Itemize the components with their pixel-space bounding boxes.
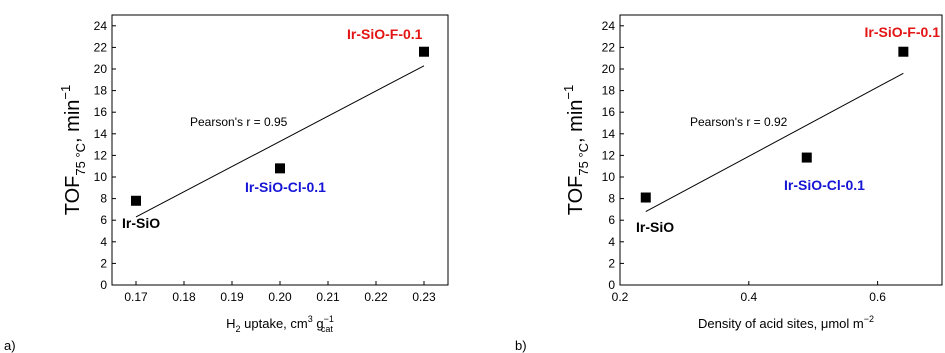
x-axis-ticks-a: 0.17 0.18 0.19 0.20 0.21 0.22 0.23 bbox=[124, 281, 436, 304]
data-point-ir-sio bbox=[131, 195, 141, 206]
y-tick-label: 0 bbox=[100, 278, 107, 292]
y-axis-title-a: TOF75 °C, min−1 bbox=[58, 85, 88, 215]
x-title-pre-a: H bbox=[226, 316, 235, 331]
y-tick-label: 14 bbox=[602, 127, 616, 141]
y-tick-label: 24 bbox=[602, 19, 616, 33]
data-point-ir-sio bbox=[640, 192, 651, 203]
x-title-sup-b: −2 bbox=[864, 314, 874, 324]
y-tick-label: 16 bbox=[602, 105, 616, 119]
x-tick-label: 0.6 bbox=[869, 290, 886, 304]
y-tick-label: 2 bbox=[100, 256, 107, 270]
x-title-sub2-a: cat bbox=[321, 324, 334, 334]
plot-frame-b bbox=[619, 14, 943, 286]
x-axis-title-b: Density of acid sites, μmol m−2 bbox=[698, 314, 874, 331]
x-axis-title-a: H2 uptake, cm3 g−1 cat bbox=[226, 314, 334, 334]
y-tick-label: 18 bbox=[602, 84, 616, 98]
y-title-sup-b: −1 bbox=[561, 85, 576, 100]
y-title-main-a: TOF bbox=[62, 176, 84, 216]
x-title-mid2-a: g bbox=[313, 316, 324, 331]
x-tick-label: 0.19 bbox=[220, 290, 244, 304]
panel-label-a: a) bbox=[4, 338, 16, 353]
x-tick-label: 0.18 bbox=[172, 290, 196, 304]
x-tick-label: 0.4 bbox=[740, 290, 757, 304]
x-tick-label: 0.23 bbox=[412, 290, 436, 304]
x-title-mid-a: uptake, cm bbox=[241, 316, 308, 331]
y-tick-label: 22 bbox=[94, 40, 108, 54]
fit-line-b bbox=[645, 72, 904, 213]
y-tick-label: 0 bbox=[608, 278, 615, 292]
data-point-ir-sio-f-0.1 bbox=[419, 46, 429, 57]
fit-line-a bbox=[135, 65, 425, 218]
y-axis-title-b: TOF75 °C, min−1 bbox=[561, 85, 591, 215]
panel-label-b: b) bbox=[515, 338, 527, 353]
x-tick-label: 0.21 bbox=[316, 290, 340, 304]
y-tick-label: 8 bbox=[100, 192, 107, 206]
plot-frame-a bbox=[111, 14, 449, 286]
x-tick-label: 0.20 bbox=[268, 290, 292, 304]
data-points-a bbox=[131, 46, 429, 206]
x-title-sub1-a: 2 bbox=[236, 324, 241, 334]
point-label-f-b: Ir-SiO-F-0.1 bbox=[865, 24, 941, 40]
y-title-mid-a: , min bbox=[62, 100, 84, 143]
y-tick-label: 20 bbox=[602, 62, 616, 76]
y-title-mid-b: , min bbox=[565, 100, 587, 143]
y-tick-label: 6 bbox=[100, 213, 107, 227]
point-label-f-a: Ir-SiO-F-0.1 bbox=[347, 26, 423, 42]
y-title-sup-a: −1 bbox=[58, 85, 73, 100]
y-tick-label: 6 bbox=[608, 213, 615, 227]
y-tick-label: 20 bbox=[94, 62, 108, 76]
y-title-sub-b: 75 °C bbox=[576, 143, 591, 176]
y-tick-label: 8 bbox=[608, 192, 615, 206]
y-tick-label: 4 bbox=[608, 235, 615, 249]
x-title-main-b: Density of acid sites, μmol m bbox=[698, 316, 864, 331]
y-tick-label: 2 bbox=[608, 256, 615, 270]
data-point-ir-sio-cl-0.1 bbox=[275, 163, 285, 174]
y-tick-label: 12 bbox=[602, 148, 616, 162]
x-tick-label: 0.22 bbox=[364, 290, 388, 304]
y-tick-label: 10 bbox=[602, 170, 616, 184]
y-tick-label: 10 bbox=[94, 170, 108, 184]
x-tick-label: 0.17 bbox=[124, 290, 148, 304]
data-point-ir-sio-cl-0.1 bbox=[801, 152, 812, 163]
point-label-cl-b: Ir-SiO-Cl-0.1 bbox=[784, 177, 865, 193]
point-label-cl-a: Ir-SiO-Cl-0.1 bbox=[245, 179, 326, 195]
y-title-sub-a: 75 °C bbox=[73, 143, 88, 176]
y-title-main-b: TOF bbox=[565, 176, 587, 216]
pearson-annotation-a: Pearson's r = 0.95 bbox=[190, 115, 288, 129]
x-title-sup1-a: 3 bbox=[308, 314, 313, 324]
data-points-b bbox=[640, 46, 909, 203]
x-axis-ticks-b: 0.2 0.4 0.6 bbox=[612, 281, 886, 304]
x-title-sup2-a: −1 bbox=[324, 314, 334, 324]
y-tick-label: 14 bbox=[94, 127, 108, 141]
y-tick-label: 24 bbox=[94, 19, 108, 33]
pearson-annotation-b: Pearson's r = 0.92 bbox=[690, 115, 788, 129]
y-tick-label: 22 bbox=[602, 40, 616, 54]
y-tick-label: 12 bbox=[94, 148, 108, 162]
y-tick-label: 16 bbox=[94, 105, 108, 119]
point-label-sio-a: Ir-SiO bbox=[122, 215, 160, 231]
y-tick-label: 18 bbox=[94, 84, 108, 98]
x-tick-label: 0.2 bbox=[612, 290, 629, 304]
y-tick-label: 4 bbox=[100, 235, 107, 249]
point-label-sio-b: Ir-SiO bbox=[636, 219, 674, 235]
data-point-ir-sio-f-0.1 bbox=[898, 46, 909, 57]
